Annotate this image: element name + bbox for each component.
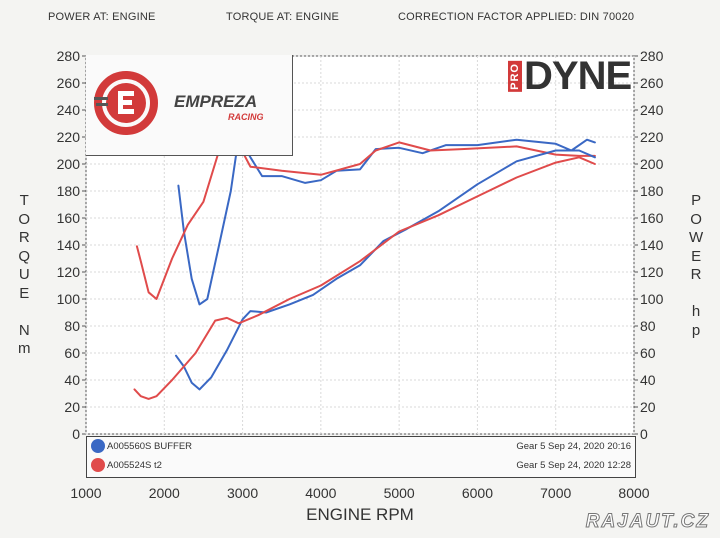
y-tick-label-right: 100 <box>640 291 664 307</box>
y-tick-label-left: 120 <box>57 264 81 280</box>
empreza-logo: EMPREZA RACING <box>86 55 293 156</box>
torque-axis-letter: T <box>19 192 29 209</box>
y-tick-label-right: 140 <box>640 237 664 253</box>
legend-dot-red <box>91 458 105 472</box>
legend-dot-blue <box>91 439 105 453</box>
series-power-blue-line <box>175 149 596 391</box>
legend: A005560S BUFFER Gear 5 Sep 24, 2020 20:1… <box>86 436 636 478</box>
power-axis-letter: W <box>689 229 704 246</box>
y-tick-label-right: 40 <box>640 372 656 388</box>
correction-factor-label: CORRECTION FACTOR APPLIED: DIN 70020 <box>398 11 635 23</box>
x-tick-label: 7000 <box>540 485 571 501</box>
y-tick-label-right: 240 <box>640 102 664 118</box>
legend-info: Gear 5 Sep 24, 2020 12:28 <box>516 460 631 471</box>
legend-entry-1: A005560S BUFFER Gear 5 Sep 24, 2020 20:1… <box>87 438 635 456</box>
x-tick-label: 5000 <box>384 485 415 501</box>
power-axis-letter: P <box>691 192 702 209</box>
y-tick-label-right: 60 <box>640 345 656 361</box>
power-axis-letter: R <box>690 266 702 283</box>
legend-info: Gear 5 Sep 24, 2020 20:16 <box>516 441 631 452</box>
y-tick-label-left: 160 <box>57 210 81 226</box>
x-tick-label: 2000 <box>149 485 180 501</box>
torque-at-label: TORQUE AT: ENGINE <box>226 11 340 23</box>
y-tick-label-left: 220 <box>57 129 81 145</box>
power-at-label: POWER AT: ENGINE <box>48 11 156 23</box>
y-tick-label-left: 0 <box>72 426 80 442</box>
torque-axis-letter: R <box>18 229 30 246</box>
logo-subtext: RACING <box>228 112 264 122</box>
pro-text: PRO <box>508 60 522 92</box>
y-tick-label-left: 260 <box>57 75 81 91</box>
series-power-red-line <box>133 156 596 400</box>
y-tick-label-right: 220 <box>640 129 664 145</box>
torque-axis-letter: m <box>18 340 31 357</box>
series-torque-red-line <box>135 136 596 300</box>
x-tick-label: 3000 <box>227 485 258 501</box>
prodyne-logo: PRO DYNE <box>508 54 632 98</box>
torque-axis-letter: Q <box>18 247 31 265</box>
torque-axis-letter: E <box>19 284 30 302</box>
y-tick-label-left: 200 <box>57 156 81 172</box>
y-tick-label-right: 80 <box>640 318 656 334</box>
torque-axis-letter: U <box>18 266 30 283</box>
empreza-emblem-icon: EMPREZA RACING <box>94 71 264 135</box>
y-tick-label-left: 240 <box>57 102 81 118</box>
y-tick-label-right: 160 <box>640 210 664 226</box>
x-tick-label: 1000 <box>70 485 101 501</box>
torque-axis-letter: O <box>18 210 31 228</box>
y-tick-label-right: 120 <box>640 264 664 280</box>
watermark: RAJAUT.CZ <box>585 511 710 533</box>
power-axis-letter: E <box>691 247 702 265</box>
y-tick-label-left: 20 <box>64 399 80 415</box>
y-tick-label-right: 180 <box>640 183 664 199</box>
logo-text: EMPREZA <box>174 92 257 111</box>
y-tick-label-left: 40 <box>64 372 80 388</box>
x-axis-title: ENGINE RPM <box>306 505 414 524</box>
x-tick-label: 4000 <box>305 485 336 501</box>
legend-entry-2: A005524S t2 Gear 5 Sep 24, 2020 12:28 <box>87 457 635 475</box>
y-tick-label-right: 280 <box>640 48 664 64</box>
y-tick-label-left: 180 <box>57 183 81 199</box>
legend-name: A005560S BUFFER <box>107 441 193 452</box>
series-torque-blue-line <box>177 136 596 306</box>
y-tick-label-right: 20 <box>640 399 656 415</box>
y-tick-label-left: 100 <box>57 291 81 307</box>
x-tick-label: 6000 <box>462 485 493 501</box>
power-axis-letter: h <box>691 303 701 320</box>
y-tick-label-left: 280 <box>57 48 81 64</box>
dyne-text: DYNE <box>524 54 632 98</box>
y-tick-label-left: 140 <box>57 237 81 253</box>
torque-axis-letter: N <box>18 321 30 339</box>
power-axis-letter: O <box>690 210 702 228</box>
y-tick-label-left: 80 <box>64 318 80 334</box>
y-tick-label-right: 0 <box>640 426 648 442</box>
power-axis-letter: p <box>691 321 701 339</box>
legend-name: A005524S t2 <box>107 460 162 471</box>
y-tick-label-right: 260 <box>640 75 664 91</box>
x-tick-label: 8000 <box>618 485 649 501</box>
y-tick-label-right: 200 <box>640 156 664 172</box>
y-tick-label-left: 60 <box>64 345 80 361</box>
